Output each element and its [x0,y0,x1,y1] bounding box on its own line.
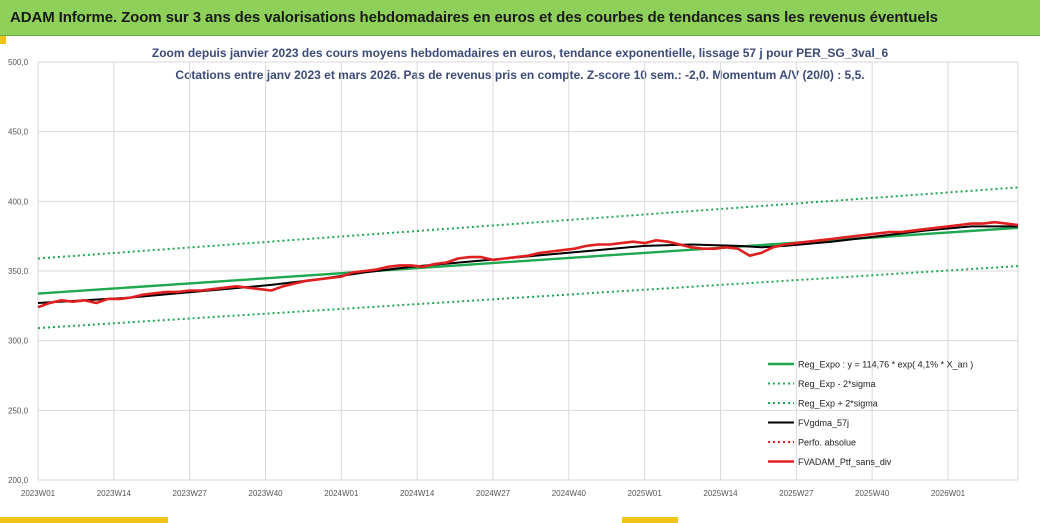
chart-subtitle: Cotations entre janv 2023 et mars 2026. … [175,68,865,82]
x-tick-label: 2023W27 [173,489,208,498]
legend-label: FVADAM_Ptf_sans_div [798,457,892,467]
y-tick-label: 250,0 [8,406,29,415]
chart-title: Zoom depuis janvier 2023 des cours moyen… [151,46,889,60]
y-tick-label: 500,0 [8,58,29,67]
x-tick-label: 2023W14 [97,489,132,498]
accent-bar [622,517,678,523]
legend-label: Reg_Exp - 2*sigma [798,379,876,389]
x-tick-label: 2025W27 [779,489,814,498]
x-tick-label: 2023W01 [21,489,56,498]
accent-bar [0,517,168,523]
x-tick-label: 2025W14 [703,489,738,498]
accent-bar [0,36,6,44]
report-header-banner: ADAM Informe. Zoom sur 3 ans des valoris… [0,0,1040,36]
legend-label: Reg_Expo : y = 114,76 * exp( 4,1% * X_an… [798,360,973,370]
report-title: ADAM Informe. Zoom sur 3 ans des valoris… [10,9,938,26]
y-tick-label: 400,0 [8,197,29,206]
y-tick-label: 300,0 [8,337,29,346]
x-tick-label: 2024W14 [400,489,435,498]
x-tick-label: 2025W40 [855,489,890,498]
y-tick-label: 350,0 [8,267,29,276]
y-tick-label: 200,0 [8,476,29,485]
x-tick-label: 2023W40 [248,489,283,498]
series-line [37,186,1019,260]
x-tick-label: 2025W01 [628,489,663,498]
legend-label: Reg_Exp + 2*sigma [798,399,878,409]
legend-label: Perfo. absolue [798,438,856,448]
x-tick-label: 2024W01 [324,489,359,498]
series-line [37,220,1019,309]
y-tick-label: 450,0 [8,128,29,137]
x-tick-label: 2026W01 [931,489,966,498]
x-tick-label: 2024W40 [552,489,587,498]
x-tick-label: 2024W27 [476,489,511,498]
legend-label: FVgdma_57j [798,418,849,428]
series-line [37,265,1019,330]
